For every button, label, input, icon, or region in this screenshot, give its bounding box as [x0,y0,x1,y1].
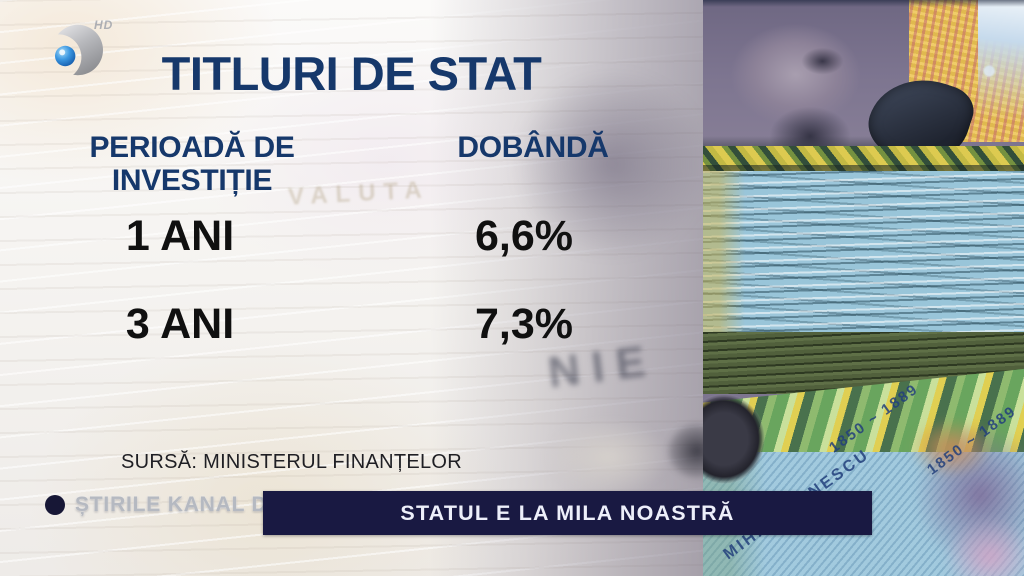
kanal-d-crescent-icon [52,24,103,76]
column-header-period-line2: INVESTIȚIE [111,164,273,197]
blurred-coin-highlight [545,418,670,496]
blue-money-stack [703,171,1024,334]
table-row-rate: 6,6% [474,212,573,260]
banknotes-photo: 1850 ~ 1889 1850 ~ 1889 MIHAI EMINESCU [703,0,1024,576]
table-row-period: 3 ANI [125,300,235,348]
table-row-rate: 7,3% [474,300,573,348]
source-caption: SURSĂ: MINISTERUL FINANȚELOR [121,451,463,473]
background-money-blur: VALUTA NIE [0,0,703,576]
bullet-icon [45,495,65,515]
pink-print-patch [944,516,1024,576]
column-header-period-line1: PERIOADĂ DE [89,131,295,164]
headline-banner-text: STATUL E LA MILA NOASTRĂ [400,500,735,525]
orange-print-patch [910,418,992,478]
kanal-d-logo: HD [48,14,158,80]
headline-banner: STATUL E LA MILA NOASTRĂ [263,491,872,535]
news-brand: ȘTIRILE KANAL D [45,493,267,517]
column-header-rate: DOBÂNDĂ [457,131,609,164]
table-row-period: 1 ANI [125,212,235,260]
headline-title: TITLURI DE STAT [161,47,542,100]
blue-note-corner [978,0,1024,128]
hd-badge: HD [94,18,114,32]
column-header-period: PERIOADĂ DE INVESTIȚIE [42,131,342,197]
news-brand-label: ȘTIRILE KANAL D [75,493,268,516]
